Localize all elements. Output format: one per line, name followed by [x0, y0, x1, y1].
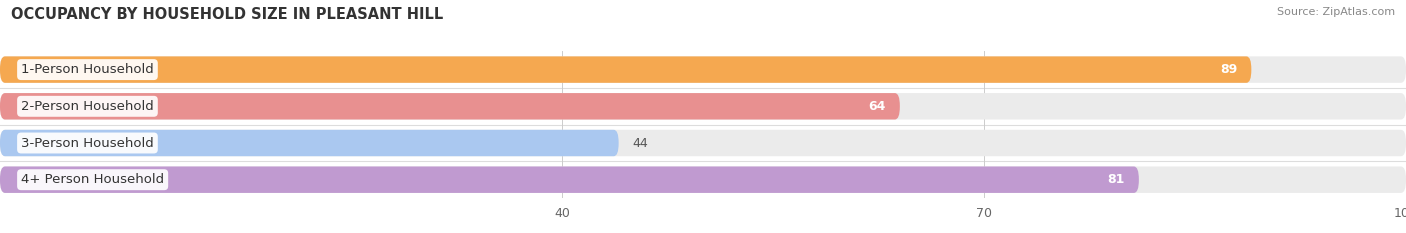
Text: Source: ZipAtlas.com: Source: ZipAtlas.com [1277, 7, 1395, 17]
Text: 64: 64 [869, 100, 886, 113]
Text: OCCUPANCY BY HOUSEHOLD SIZE IN PLEASANT HILL: OCCUPANCY BY HOUSEHOLD SIZE IN PLEASANT … [11, 7, 443, 22]
FancyBboxPatch shape [0, 130, 1406, 156]
FancyBboxPatch shape [0, 56, 1251, 83]
Text: 44: 44 [633, 137, 648, 150]
FancyBboxPatch shape [0, 167, 1139, 193]
Text: 4+ Person Household: 4+ Person Household [21, 173, 165, 186]
FancyBboxPatch shape [0, 56, 1406, 83]
Text: 89: 89 [1220, 63, 1237, 76]
FancyBboxPatch shape [0, 167, 1406, 193]
Text: 3-Person Household: 3-Person Household [21, 137, 153, 150]
Text: 81: 81 [1108, 173, 1125, 186]
FancyBboxPatch shape [0, 93, 900, 120]
Text: 1-Person Household: 1-Person Household [21, 63, 153, 76]
Text: 2-Person Household: 2-Person Household [21, 100, 153, 113]
FancyBboxPatch shape [0, 130, 619, 156]
FancyBboxPatch shape [0, 93, 1406, 120]
